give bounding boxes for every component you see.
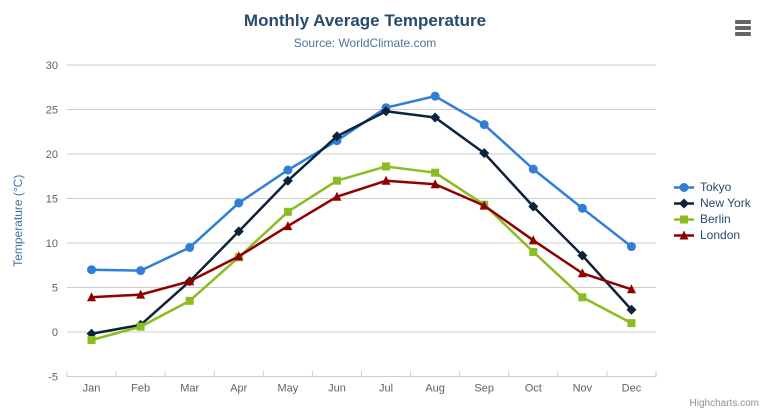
marker-london[interactable]	[479, 200, 489, 210]
x-axis-label: May	[277, 383, 298, 395]
marker-new-york[interactable]	[233, 226, 244, 237]
legend-marker-london	[679, 230, 689, 239]
marker-tokyo[interactable]	[430, 91, 440, 101]
legend-item-new-york[interactable]: New York	[673, 195, 751, 211]
marker-tokyo[interactable]	[479, 120, 489, 130]
marker-new-york[interactable]	[282, 175, 293, 186]
marker-london[interactable]	[577, 268, 587, 278]
marker-berlin[interactable]	[136, 322, 145, 331]
series-line-tokyo	[90, 94, 633, 272]
x-axis-label: Jul	[379, 383, 393, 395]
marker-berlin[interactable]	[283, 207, 292, 216]
marker-berlin[interactable]	[382, 162, 391, 171]
hamburger-icon	[732, 20, 754, 36]
chart-subtitle: Source: WorldClimate.com	[293, 36, 437, 50]
marker-berlin[interactable]	[529, 247, 538, 256]
marker-london[interactable]	[528, 235, 538, 245]
legend-marker-tokyo	[679, 182, 689, 192]
legend-symbol-berlin	[674, 215, 694, 223]
legend-item-label: Tokyo	[700, 180, 732, 194]
marker-berlin[interactable]	[431, 168, 440, 177]
series-line-new-york	[90, 110, 633, 336]
x-axis-label: Jan	[83, 383, 101, 395]
marker-tokyo[interactable]	[577, 203, 587, 213]
marker-london[interactable]	[87, 292, 97, 302]
legend-symbol-tokyo	[674, 182, 694, 192]
marker-new-york[interactable]	[381, 106, 392, 117]
marker-london[interactable]	[283, 221, 293, 231]
marker-berlin[interactable]	[578, 293, 587, 302]
marker-new-york[interactable]	[528, 201, 539, 212]
y-axis-label: 20	[46, 149, 58, 161]
marker-new-york[interactable]	[331, 131, 342, 142]
marker-tokyo[interactable]	[136, 266, 146, 276]
chart-title: Monthly Average Temperature	[243, 11, 487, 30]
marker-berlin[interactable]	[185, 296, 194, 305]
marker-london[interactable]	[626, 284, 636, 294]
y-axis-label: 25	[46, 105, 58, 117]
marker-tokyo[interactable]	[626, 242, 636, 252]
x-axis-label: Mar	[180, 383, 199, 395]
series-line-london	[90, 179, 633, 299]
x-axis-label: Feb	[131, 383, 150, 395]
y-axis-label: 10	[46, 238, 58, 250]
marker-new-york[interactable]	[626, 304, 637, 315]
y-axis-label: 0	[52, 327, 58, 339]
legend-marker-new-york	[679, 198, 689, 208]
legend-item-label: New York	[700, 196, 751, 210]
legend-symbol-new-york	[674, 198, 694, 208]
marker-berlin[interactable]	[332, 176, 341, 185]
y-axis-label: 30	[46, 60, 58, 72]
marker-tokyo[interactable]	[234, 198, 244, 208]
marker-london[interactable]	[332, 191, 342, 201]
marker-berlin[interactable]	[627, 319, 636, 328]
legend-item-london[interactable]: London	[673, 227, 751, 243]
x-axis-label: Aug	[425, 383, 445, 395]
marker-new-york[interactable]	[479, 148, 490, 159]
marker-berlin[interactable]	[87, 336, 96, 345]
marker-london[interactable]	[381, 175, 391, 185]
legend-symbol-london	[674, 230, 694, 239]
legend-item-berlin[interactable]: Berlin	[673, 211, 751, 227]
legend-item-label: London	[700, 228, 741, 242]
marker-new-york[interactable]	[577, 250, 588, 261]
marker-london[interactable]	[430, 179, 440, 189]
x-axis-label: Jun	[328, 383, 346, 395]
y-axis-label: 5	[52, 283, 58, 295]
marker-tokyo[interactable]	[283, 165, 293, 175]
marker-london[interactable]	[185, 276, 195, 286]
y-axis-label: 15	[46, 194, 58, 206]
marker-new-york[interactable]	[430, 112, 441, 123]
legend: Tokyo New York Berlin London	[673, 179, 751, 243]
marker-tokyo[interactable]	[185, 242, 195, 252]
legend-item-label: Berlin	[700, 212, 731, 226]
legend-item-tokyo[interactable]: Tokyo	[673, 179, 751, 195]
y-axis-label: -5	[48, 372, 58, 384]
x-axis-label: Nov	[573, 383, 593, 395]
marker-london[interactable]	[136, 289, 146, 299]
x-axis-label: Dec	[622, 383, 642, 395]
x-axis-label: Apr	[230, 383, 247, 395]
credits-link[interactable]: Highcharts.com	[689, 398, 759, 409]
context-menu-button[interactable]	[732, 18, 754, 38]
x-axis-label: Sep	[474, 383, 494, 395]
series-line-berlin	[90, 165, 633, 342]
x-axis-label: Oct	[525, 383, 542, 395]
marker-tokyo[interactable]	[528, 164, 538, 174]
y-axis-title: Temperature (°C)	[11, 175, 25, 267]
legend-marker-berlin	[680, 215, 688, 223]
marker-tokyo[interactable]	[87, 265, 97, 275]
marker-london[interactable]	[234, 251, 244, 261]
